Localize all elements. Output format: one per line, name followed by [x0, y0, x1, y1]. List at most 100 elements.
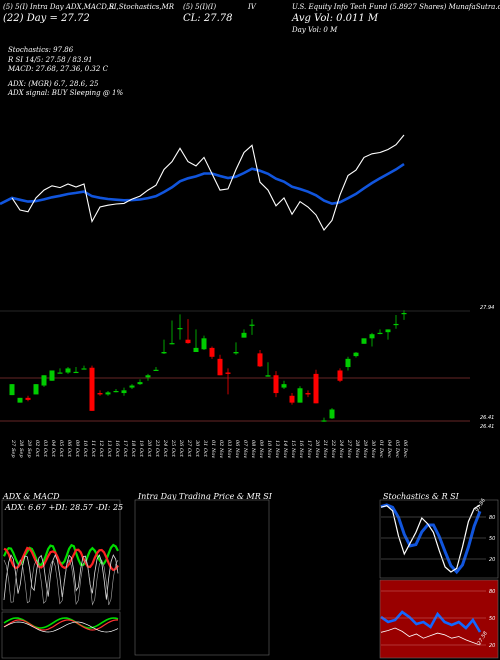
macd-signal-line — [3, 619, 118, 631]
close-price: CL: 27.78 — [183, 13, 233, 24]
candle-body — [33, 384, 39, 395]
candle-body — [281, 384, 287, 388]
candle-body — [233, 352, 239, 354]
header-title-d: IV — [248, 3, 256, 11]
date-tick: 30 Nov — [370, 440, 376, 458]
date-tick: 06 Oct — [66, 440, 72, 458]
date-tick: 24 Nov — [338, 439, 344, 458]
date-tick: 21 Nov — [322, 439, 328, 458]
candle-body — [241, 332, 247, 338]
rsi-value: 27.58 — [477, 631, 489, 646]
date-tick: 03 Nov — [226, 440, 232, 458]
date-tick: 04 Dec — [386, 440, 392, 458]
stochastics-readout: Stochastics: 97.86 — [8, 46, 74, 54]
date-ticks: 27 Sep 28 Sep 29 Sep 02 Oct 03 Oct 04 Oct 05 O… — [10, 439, 408, 458]
candle-body — [145, 375, 151, 378]
date-tick: 13 Nov — [274, 440, 280, 458]
date-tick: 20 Nov — [314, 439, 320, 458]
rsi-lines: 27.58 — [380, 610, 489, 646]
rsi-tick: 20 — [489, 643, 495, 649]
date-tick: 13 Oct — [106, 440, 112, 458]
candle-body — [129, 385, 135, 388]
date-tick: 20 Oct — [146, 439, 152, 458]
date-tick: 29 Sep — [26, 439, 32, 458]
plus-di-line — [2, 543, 119, 567]
candle-body — [153, 369, 159, 371]
date-tick: 05 Oct — [58, 440, 64, 458]
date-tick: 05 Dec — [394, 440, 400, 458]
candle-body — [249, 324, 255, 326]
candle-body — [297, 388, 303, 403]
date-tick: 16 Oct — [114, 440, 120, 458]
price-label-low2: 26.41 — [480, 424, 494, 430]
candle-body — [345, 358, 351, 368]
date-tick: 27 Oct — [186, 439, 192, 458]
header-title-a: (5) 5(I) Intra Day ADX,MACD,R — [3, 3, 115, 11]
candle-body — [217, 358, 223, 376]
candle-body — [273, 375, 279, 394]
main-price-chart: 27.94 26.41 26.41 27 Sep 28 Sep 29 Sep 02 Oct… — [0, 134, 494, 458]
date-tick: 31 Oct — [202, 440, 208, 458]
date-tick: 15 Nov — [290, 440, 296, 458]
candle-body — [185, 339, 191, 344]
minus-di-line — [3, 546, 119, 572]
candle-body — [257, 353, 263, 367]
candle-body — [329, 409, 335, 419]
candle-body — [385, 329, 391, 333]
stoch-ticks: 80 50 20 — [381, 515, 495, 563]
candle-body — [89, 367, 95, 411]
price-level-lines: 27.94 26.41 26.41 — [0, 305, 494, 430]
candle-body — [9, 384, 15, 396]
date-tick: 06 Nov — [234, 440, 240, 458]
adx-readout: ADX: (MGR) 6.7, 28.6, 25 — [8, 80, 99, 88]
date-tick: 04 Oct — [50, 440, 56, 458]
date-tick: 01 Nov — [210, 440, 216, 458]
date-tick: 26 Oct — [178, 439, 184, 458]
macd-lines — [3, 617, 119, 633]
date-tick: 17 Nov — [306, 440, 312, 458]
rsi-tick: 50 — [489, 616, 495, 622]
candle-body — [401, 313, 407, 315]
stoch-k-line — [380, 504, 481, 573]
date-tick: 10 Nov — [266, 440, 272, 458]
candle-body — [97, 393, 103, 395]
candle-body — [65, 368, 71, 373]
candle-body — [177, 328, 183, 330]
date-tick: 06 Dec — [402, 440, 408, 458]
date-tick: 02 Oct — [34, 440, 40, 458]
date-tick: 28 Nov — [354, 439, 360, 458]
stoch-tick: 20 — [489, 557, 495, 563]
candle-body — [289, 395, 295, 403]
candle-body — [81, 368, 87, 370]
adx-values: ADX: 6.67 +DI: 28.57 -DI: 25 — [4, 503, 123, 512]
date-tick: 10 Oct — [82, 440, 88, 458]
candle-body — [161, 352, 167, 354]
macd-hist-line — [3, 621, 119, 633]
date-tick: 24 Oct — [162, 439, 168, 458]
rsi-tick: 80 — [489, 589, 495, 595]
date-tick: 28 Sep — [18, 439, 24, 458]
avg-volume: Avg Vol: 0.011 M — [292, 13, 379, 24]
candle-body — [73, 371, 79, 374]
date-tick: 22 Nov — [330, 439, 336, 458]
date-tick: 19 Oct — [138, 440, 144, 458]
candle-body — [105, 392, 111, 395]
day-volume: Day Vol: 0 M — [292, 26, 338, 34]
price-label-low: 26.41 — [480, 415, 494, 421]
ema-line — [0, 163, 405, 206]
date-tick: 03 Oct — [42, 440, 48, 458]
adx-lines — [2, 543, 119, 606]
adx-signal-readout: ADX signal: BUY Sleeping @ 1% — [8, 89, 124, 97]
date-tick: 23 Oct — [154, 439, 160, 458]
day-price: (22) Day = 27.72 — [3, 13, 90, 24]
candle-body — [353, 352, 359, 357]
date-tick: 08 Nov — [250, 440, 256, 458]
candle-body — [121, 390, 127, 394]
ema-path — [0, 163, 405, 206]
rsi-panel-frame — [379, 579, 499, 659]
candle-body — [17, 397, 23, 403]
candle-body — [113, 391, 119, 393]
date-tick: 09 Nov — [258, 440, 264, 458]
candle-body — [377, 332, 383, 335]
intra-panel-title: Intra Day Trading Price & MR SI — [138, 492, 272, 501]
